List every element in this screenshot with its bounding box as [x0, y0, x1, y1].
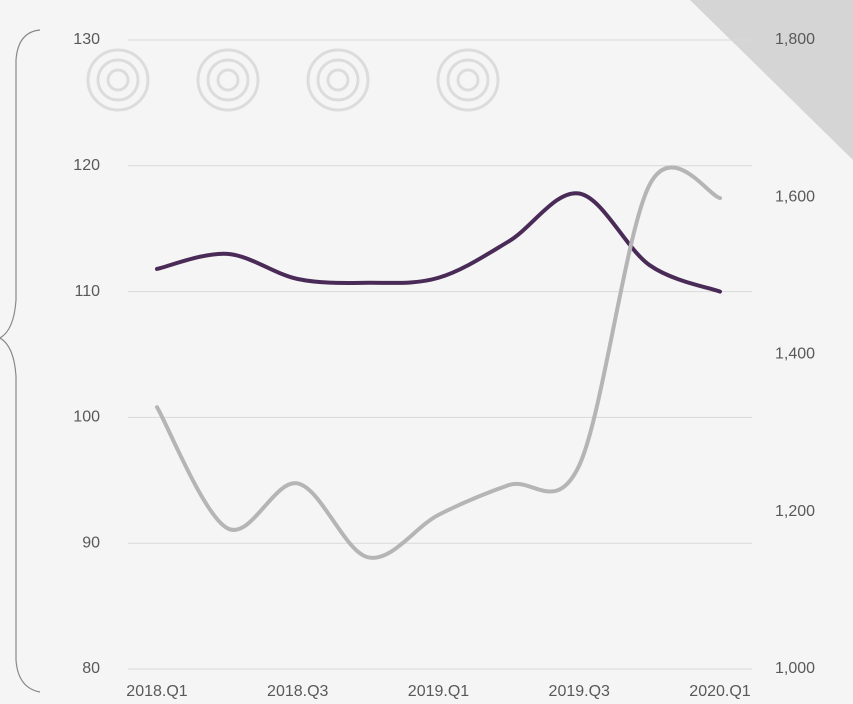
line	[155, 165, 722, 560]
y2-tick-label: 1,400	[775, 346, 815, 363]
x-tick-label: 2018.Q3	[267, 683, 328, 700]
x-tick-label: 2019.Q1	[408, 683, 469, 700]
y2-tick-label: 1,800	[775, 31, 815, 48]
y-tick-label: 100	[73, 409, 100, 426]
y-tick-label: 90	[82, 534, 100, 551]
x-tick-label: 2019.Q3	[549, 683, 610, 700]
y2-tick-label: 1,200	[775, 503, 815, 520]
y-tick-label: 80	[82, 660, 100, 677]
x-tick-label: 2020.Q1	[689, 683, 750, 700]
x-tick-label: 2018.Q1	[126, 683, 187, 700]
y2-tick-label: 1,000	[775, 660, 815, 677]
y-tick-label: 130	[73, 31, 100, 48]
line	[155, 191, 722, 294]
y-tick-label: 120	[73, 157, 100, 174]
y2-tick-label: 1,600	[775, 188, 815, 205]
y-tick-label: 110	[74, 283, 100, 300]
